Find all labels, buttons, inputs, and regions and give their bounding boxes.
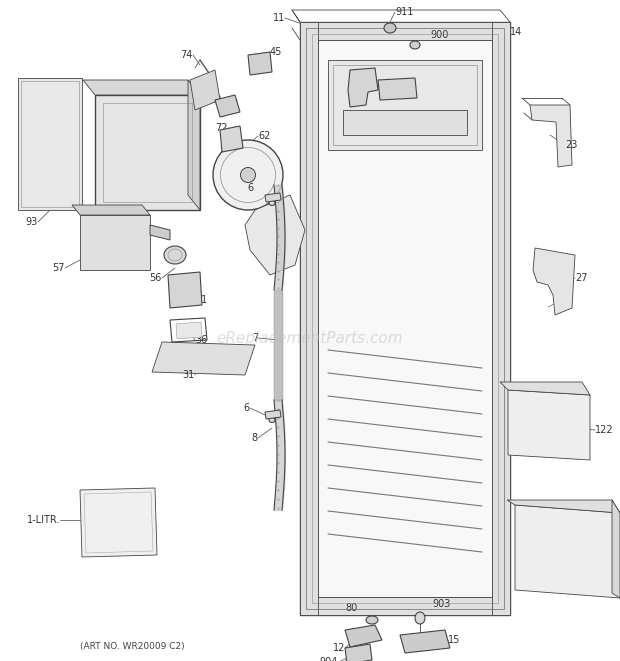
Text: 56: 56 <box>149 273 162 283</box>
Text: 23: 23 <box>565 140 577 150</box>
Ellipse shape <box>269 200 275 206</box>
Polygon shape <box>318 40 492 597</box>
Polygon shape <box>80 488 157 557</box>
Text: 7: 7 <box>252 333 258 343</box>
Ellipse shape <box>269 418 275 422</box>
Text: 67: 67 <box>432 77 445 87</box>
Text: 72: 72 <box>216 123 228 133</box>
Text: 74: 74 <box>180 50 193 60</box>
Text: 61: 61 <box>195 295 207 305</box>
Polygon shape <box>176 322 202 339</box>
Polygon shape <box>343 110 467 135</box>
Text: 93: 93 <box>26 217 38 227</box>
Polygon shape <box>220 126 243 152</box>
Text: 8: 8 <box>252 213 258 223</box>
Text: 14: 14 <box>510 27 522 37</box>
Polygon shape <box>245 195 305 275</box>
Ellipse shape <box>213 140 283 210</box>
Ellipse shape <box>366 616 378 624</box>
Polygon shape <box>300 597 510 615</box>
Polygon shape <box>300 22 318 615</box>
Text: 57: 57 <box>53 263 65 273</box>
Polygon shape <box>500 382 590 395</box>
Polygon shape <box>215 95 240 117</box>
Text: 903: 903 <box>432 599 450 609</box>
Text: 11: 11 <box>273 13 285 23</box>
Polygon shape <box>533 248 575 315</box>
Text: 6: 6 <box>244 403 250 413</box>
Text: 8: 8 <box>252 433 258 443</box>
Text: 36: 36 <box>195 335 207 345</box>
Polygon shape <box>190 70 220 110</box>
Text: 1-LITR.: 1-LITR. <box>27 515 60 525</box>
Text: 63: 63 <box>340 70 352 80</box>
Ellipse shape <box>384 23 396 33</box>
Polygon shape <box>345 644 372 661</box>
Polygon shape <box>265 193 281 202</box>
Text: 45: 45 <box>270 47 282 57</box>
Text: 900: 900 <box>430 30 448 40</box>
Text: 69: 69 <box>290 225 303 235</box>
Text: (ART NO. WR20009 C2): (ART NO. WR20009 C2) <box>80 642 185 652</box>
Polygon shape <box>72 205 150 215</box>
Ellipse shape <box>241 167 255 182</box>
Text: 31: 31 <box>183 370 195 380</box>
Ellipse shape <box>164 246 186 264</box>
Ellipse shape <box>410 41 420 49</box>
Text: 911: 911 <box>395 7 414 17</box>
Polygon shape <box>328 60 482 150</box>
Polygon shape <box>345 625 382 647</box>
Polygon shape <box>248 52 272 75</box>
Polygon shape <box>508 390 590 460</box>
Polygon shape <box>188 80 200 210</box>
Text: 122: 122 <box>595 425 614 435</box>
Text: 6: 6 <box>247 183 253 193</box>
Polygon shape <box>83 80 200 95</box>
Polygon shape <box>80 215 150 270</box>
Text: 80: 80 <box>346 603 358 613</box>
Polygon shape <box>168 272 202 308</box>
Polygon shape <box>515 505 620 598</box>
Text: 904: 904 <box>320 657 338 661</box>
Text: 15: 15 <box>448 635 461 645</box>
Polygon shape <box>300 22 510 615</box>
Polygon shape <box>18 78 82 210</box>
Polygon shape <box>300 22 510 40</box>
Polygon shape <box>507 500 620 513</box>
Polygon shape <box>612 500 620 598</box>
Text: 58: 58 <box>210 95 222 105</box>
Polygon shape <box>530 105 572 167</box>
Text: 62: 62 <box>258 131 270 141</box>
Text: 12: 12 <box>332 643 345 653</box>
Polygon shape <box>492 22 510 615</box>
Polygon shape <box>152 342 255 375</box>
Polygon shape <box>348 68 378 107</box>
Text: eReplacementParts.com: eReplacementParts.com <box>216 330 404 346</box>
Polygon shape <box>378 78 417 100</box>
Polygon shape <box>265 410 281 419</box>
Polygon shape <box>150 225 170 240</box>
Polygon shape <box>400 630 450 653</box>
Text: 27: 27 <box>575 273 588 283</box>
Ellipse shape <box>415 612 425 624</box>
Polygon shape <box>95 95 200 210</box>
